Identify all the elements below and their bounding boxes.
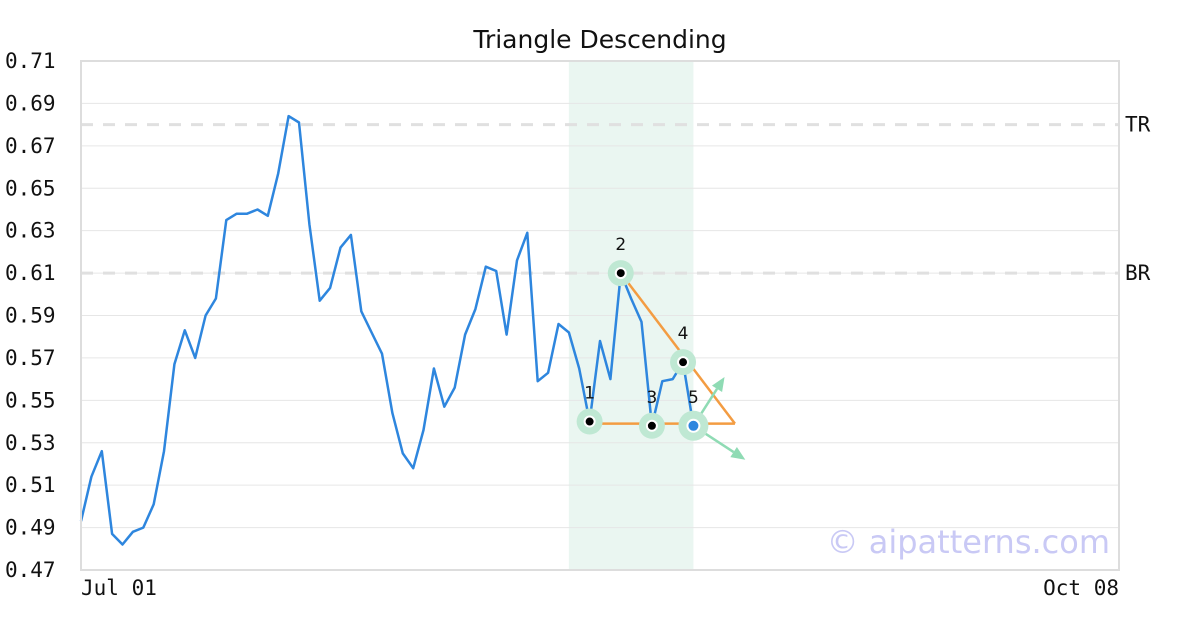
y-tick-label: 0.59 xyxy=(5,304,56,328)
pattern-point-marker xyxy=(686,418,701,433)
y-tick-label: 0.61 xyxy=(5,261,56,285)
chart-title: Triangle Descending xyxy=(472,25,726,54)
grid xyxy=(81,60,1119,571)
pattern-point-marker xyxy=(645,419,658,432)
y-tick-label: 0.55 xyxy=(5,388,56,412)
pattern-point-marker xyxy=(677,356,690,369)
pattern-point-marker xyxy=(583,415,596,428)
pattern-point-marker xyxy=(614,267,627,280)
series xyxy=(79,114,695,546)
breakout-up-arrow-head xyxy=(711,377,725,393)
axes: 0.71 0.69 0.67 0.65 0.63 0.61 0.59 0.57 0.55 0.53… xyxy=(5,49,1120,600)
triangle-upper-line xyxy=(619,272,736,425)
y-tick-label: 0.49 xyxy=(5,516,56,540)
pattern-point-label: 1 xyxy=(584,384,595,404)
y-tick-label: 0.65 xyxy=(5,176,56,200)
level-lines: TR BR xyxy=(81,113,1151,285)
watermark: © aipatterns.com xyxy=(827,523,1110,561)
y-tick-label: 0.67 xyxy=(5,134,56,158)
y-tick-label: 0.47 xyxy=(5,558,56,582)
pattern-point-label: 3 xyxy=(646,388,657,408)
y-tick-label: 0.51 xyxy=(5,473,56,497)
pattern-point-label: 5 xyxy=(688,388,699,408)
series-line xyxy=(79,114,695,546)
y-tick-label: 0.63 xyxy=(5,219,56,243)
x-tick-label: Oct 08 xyxy=(1043,576,1119,600)
pattern-point-label: 2 xyxy=(615,235,626,255)
x-tick-label: Jul 01 xyxy=(81,576,157,600)
level-label-br: BR xyxy=(1125,261,1151,285)
y-tick-label: 0.69 xyxy=(5,91,56,115)
plot-frame xyxy=(80,60,1120,571)
y-tick-label: 0.53 xyxy=(5,431,56,455)
y-tick-label: 0.71 xyxy=(5,49,56,73)
breakout-down-arrow-head xyxy=(730,447,746,460)
pattern-point-label: 4 xyxy=(678,324,689,344)
pattern-points: 1 2 3 4 5 xyxy=(576,235,709,441)
y-tick-label: 0.57 xyxy=(5,346,56,370)
level-label-tr: TR xyxy=(1125,113,1151,137)
